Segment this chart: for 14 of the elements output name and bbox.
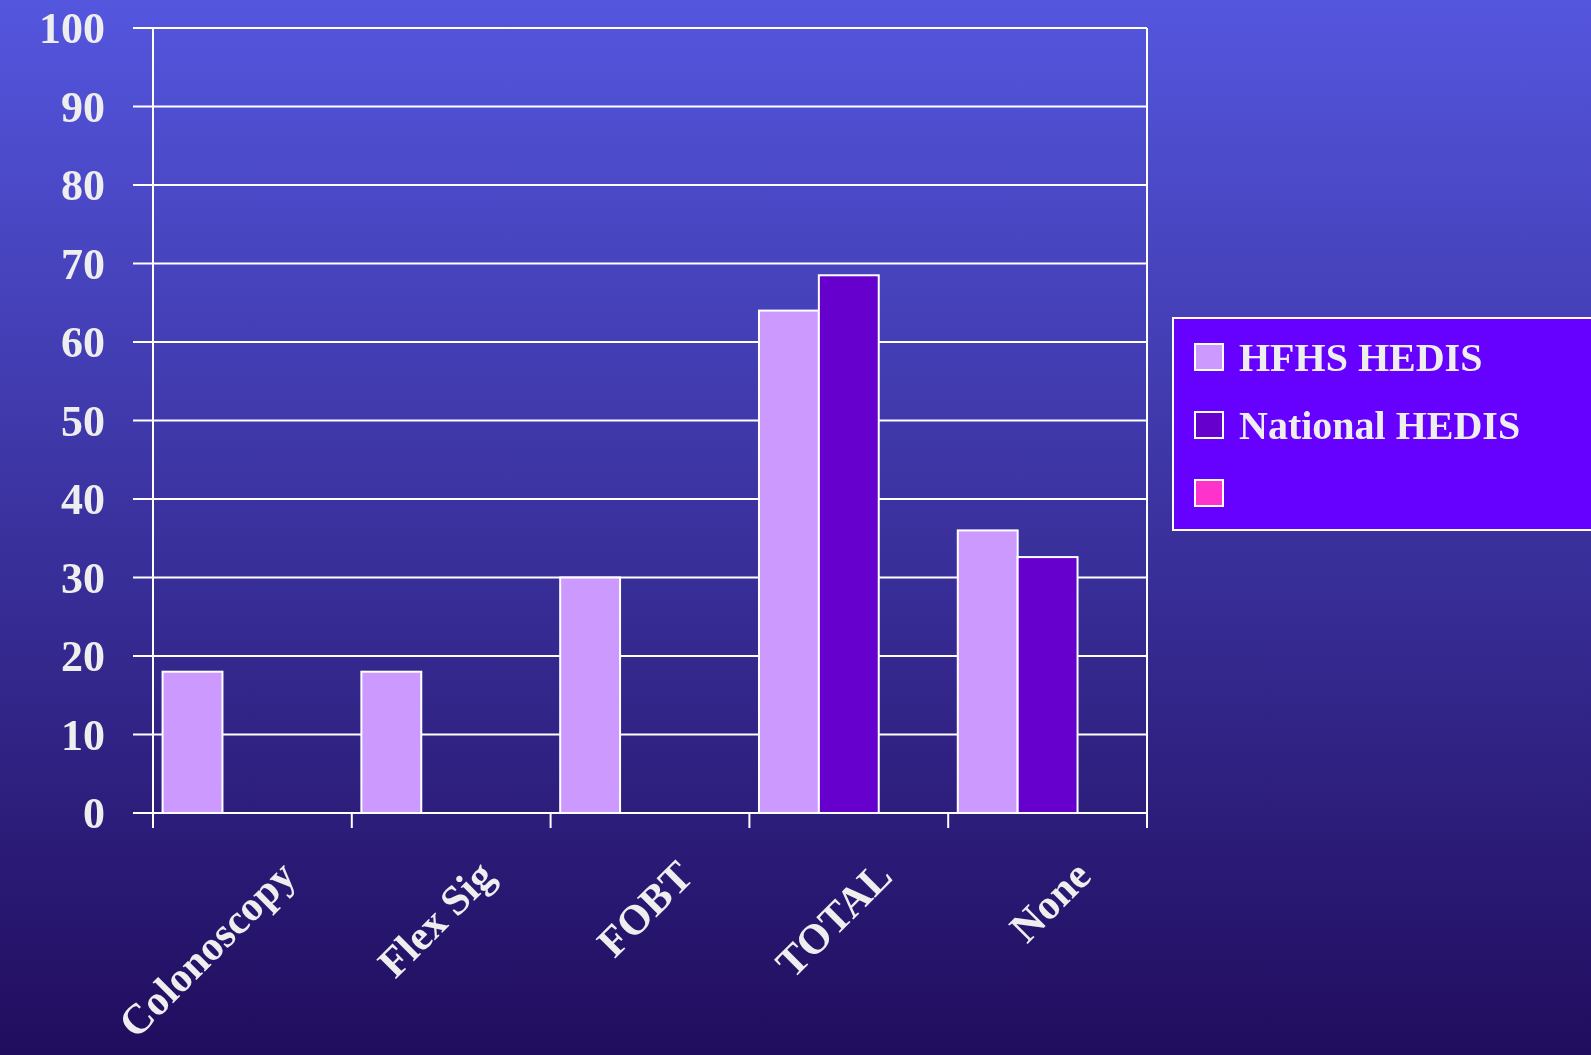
y-tick-label: 100 [39, 4, 105, 54]
y-tick-label: 70 [61, 239, 105, 289]
y-tick-label: 80 [61, 161, 105, 211]
y-tick-label: 60 [61, 318, 105, 368]
y-tick-label: 0 [83, 789, 105, 839]
legend-label: HFHS HEDIS [1239, 335, 1483, 380]
legend-label: National HEDIS [1239, 403, 1521, 448]
y-tick-label: 40 [61, 475, 105, 525]
x-tick-label: Flex Sig [368, 852, 503, 987]
y-tick-label: 30 [61, 553, 105, 603]
y-tick-label: 50 [61, 396, 105, 446]
y-tick-label: 10 [61, 710, 105, 760]
y-tick-label: 20 [61, 632, 105, 682]
y-tick-label: 90 [61, 82, 105, 132]
